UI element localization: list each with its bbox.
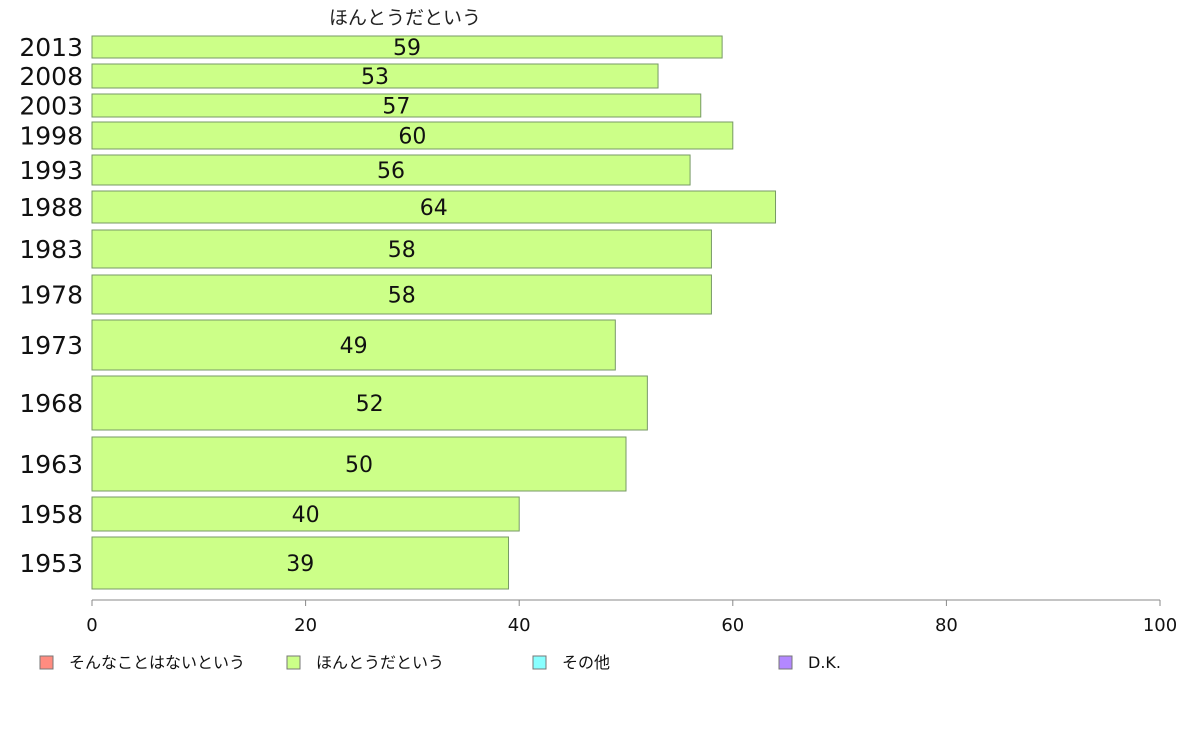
legend-label-4: D.K. [808,653,841,672]
legend: そんなことはないという ほんとうだという その他 D.K. [39,653,841,672]
legend-swatch-3 [532,655,547,670]
bar-1978 [91,274,712,315]
bar-2008 [91,63,659,89]
legend-swatch-1 [39,655,54,670]
bar-1998 [91,121,734,150]
x-axis: 0 20 40 60 80 100 [86,599,1177,636]
value-label-1968: 52 [356,392,384,417]
year-label-1998: 1998 [19,122,83,151]
year-label-2008: 2008 [19,62,83,91]
value-label-2013: 59 [393,36,421,61]
legend-label-1: そんなことはないという [69,653,245,672]
value-label-1963: 50 [345,453,373,478]
bar-2013 [91,35,723,59]
year-label-1958: 1958 [19,500,83,529]
series-title: ほんとうだという [329,7,481,29]
value-label-1998: 60 [398,125,426,150]
year-label-1988: 1988 [19,193,83,222]
year-label-1963: 1963 [19,450,83,479]
bars-layer: 2013 59 2008 53 2003 57 1998 60 1993 56 1988 64 1983… [19,33,777,590]
legend-swatch-4 [778,655,793,670]
bar-1973 [91,319,616,371]
value-label-1983: 58 [388,238,416,263]
x-tick-label-80: 80 [935,615,958,636]
year-label-1993: 1993 [19,156,83,185]
value-label-1978: 58 [388,284,416,309]
value-label-1973: 49 [340,334,368,359]
year-label-1978: 1978 [19,281,83,310]
bar-1963 [91,436,627,492]
x-tick-label-100: 100 [1143,615,1177,636]
legend-label-3: その他 [562,653,610,672]
value-label-1993: 56 [377,159,405,184]
bar-2003 [91,93,702,118]
bar-1993 [91,154,691,186]
year-label-2013: 2013 [19,33,83,62]
x-tick-label-20: 20 [294,615,317,636]
value-label-1988: 64 [420,196,448,221]
x-tick-label-60: 60 [721,615,744,636]
year-label-1973: 1973 [19,331,83,360]
value-label-1958: 40 [292,503,320,528]
bar-1983 [91,229,712,269]
legend-swatch-2 [286,655,301,670]
bar-1988 [91,190,777,224]
year-label-2003: 2003 [19,92,83,121]
legend-label-2: ほんとうだという [316,653,444,672]
year-label-1983: 1983 [19,235,83,264]
x-tick-label-40: 40 [508,615,531,636]
value-label-2003: 57 [382,95,410,120]
value-label-2008: 53 [361,65,389,90]
bar-1958 [91,496,520,532]
year-label-1953: 1953 [19,549,83,578]
bar-1968 [91,375,648,431]
year-label-1968: 1968 [19,389,83,418]
bar-1953 [91,536,510,590]
value-label-1953: 39 [286,552,314,577]
x-tick-label-0: 0 [86,615,97,636]
